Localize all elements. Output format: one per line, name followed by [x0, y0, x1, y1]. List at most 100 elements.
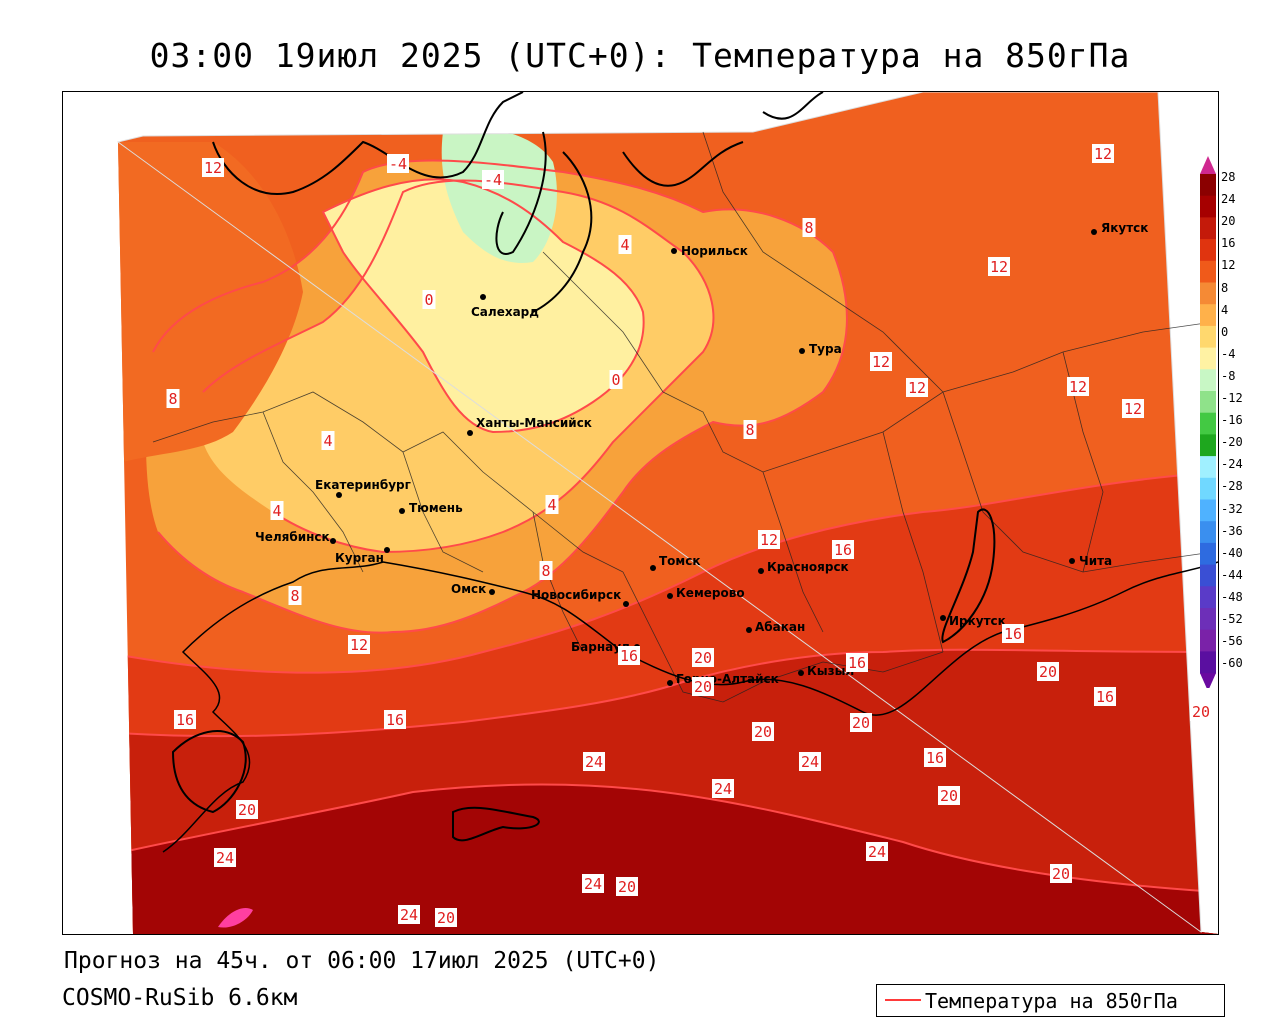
svg-text:Кызыл: Кызыл — [807, 664, 854, 678]
svg-text:Омск: Омск — [451, 582, 486, 596]
colorbar-swatch — [1200, 217, 1216, 240]
domain-edge — [116, 92, 1202, 934]
svg-text:Тюмень: Тюмень — [409, 501, 463, 515]
city-chelyabinsk[interactable]: Челябинск — [255, 530, 336, 544]
isotherm-value-label: 12 — [202, 158, 224, 177]
coastline — [212, 92, 824, 313]
isotherm-value-label: 16 — [846, 653, 868, 672]
isotherm-value-label: 20 — [938, 786, 960, 805]
colorbar-tick-label: -4 — [1221, 346, 1236, 361]
colorbar-swatch — [1200, 499, 1216, 522]
isotherm-value-label: 16 — [174, 710, 196, 729]
city-abakan[interactable]: Абакан — [746, 620, 805, 634]
colorbar-tick-label: -32 — [1221, 501, 1243, 516]
svg-text:16: 16 — [1004, 625, 1022, 643]
isotherm-value-label: 4 — [321, 431, 335, 450]
city-kurgan[interactable]: Курган — [335, 547, 390, 565]
isotherm-value-label: 16 — [384, 710, 406, 729]
isotherm-value-label: 12 — [758, 530, 780, 549]
city-norilsk[interactable]: Норильск — [671, 244, 748, 258]
city-yakutsk[interactable]: Якутск — [1091, 221, 1148, 235]
svg-text:20: 20 — [754, 723, 772, 741]
colorbar-swatch — [1200, 195, 1216, 218]
city-omsk[interactable]: Омск — [451, 582, 495, 596]
isotherm-value-label: 16 — [832, 540, 854, 559]
colorbar-swatch — [1200, 174, 1216, 197]
city-khanty-mansiysk[interactable]: Ханты-Мансийск — [467, 416, 592, 436]
colorbar-top-arrow — [1200, 156, 1216, 174]
svg-text:Новосибирск: Новосибирск — [531, 588, 621, 602]
isotherm-value-label: 12 — [348, 635, 370, 654]
city-kemerovo[interactable]: Кемерово — [667, 586, 745, 600]
isotherm-value-label: 20 — [692, 677, 714, 696]
city-ekaterinburg[interactable]: Екатеринбург — [315, 478, 411, 498]
svg-text:Кемерово: Кемерово — [676, 586, 745, 600]
isotherm-value-label: 8 — [166, 389, 180, 408]
isotherm-value-label: 20 — [236, 800, 258, 819]
svg-text:16: 16 — [1096, 688, 1114, 706]
isotherm-value-label: 12 — [1092, 144, 1114, 163]
city-chita[interactable]: Чита — [1069, 554, 1112, 568]
svg-text:24: 24 — [714, 780, 732, 798]
colorbar-swatch — [1200, 542, 1216, 566]
colorbar-swatch — [1200, 369, 1216, 392]
temperature-field — [118, 92, 1218, 934]
isotherm-value-label: 0 — [422, 290, 436, 309]
svg-text:Норильск: Норильск — [681, 244, 748, 258]
colorbar-tick-label: 12 — [1221, 258, 1236, 273]
svg-text:Челябинск: Челябинск — [255, 530, 330, 544]
svg-text:16: 16 — [834, 541, 852, 559]
colorbar-tick-label: -52 — [1221, 612, 1243, 626]
isotherm-value-label: -4 — [482, 170, 504, 189]
colorbar-tick-label: 8 — [1221, 280, 1229, 295]
isotherm-value-label: 20 — [850, 713, 872, 732]
colorbar-swatch — [1200, 282, 1216, 305]
svg-text:Якутск: Якутск — [1101, 221, 1148, 235]
svg-text:20: 20 — [694, 678, 712, 696]
isotherm-value-label: 12 — [1067, 377, 1089, 396]
city-irkutsk[interactable]: Иркутск — [940, 614, 1006, 628]
colorbar-swatch — [1200, 325, 1216, 349]
colorbar-swatch — [1200, 239, 1216, 262]
isotherm-value-label: 12 — [870, 352, 892, 371]
city-gorno-altaysk[interactable]: Горно-Алтайск — [667, 672, 779, 686]
city-tura[interactable]: Тура — [799, 342, 842, 356]
colorbar-swatch — [1200, 651, 1216, 674]
colorbar-swatch — [1200, 347, 1216, 370]
svg-text:-4: -4 — [389, 155, 407, 173]
isotherm-value-label: 24 — [214, 848, 236, 867]
city-salekhard[interactable]: Салехард — [471, 294, 539, 319]
temperature-map: Норильск Якутск Салехард Тура Ханты-Манс… — [62, 91, 1219, 935]
field-24c — [123, 784, 1218, 934]
field-west — [118, 142, 303, 462]
svg-text:12: 12 — [1069, 378, 1087, 396]
svg-text:12: 12 — [1124, 400, 1142, 418]
svg-text:0: 0 — [424, 291, 433, 309]
svg-text:12: 12 — [204, 159, 222, 177]
svg-text:Курган: Курган — [335, 551, 384, 565]
svg-text:20: 20 — [238, 801, 256, 819]
colorbar-swatch — [1200, 629, 1216, 652]
svg-text:16: 16 — [176, 711, 194, 729]
svg-text:Барнаул: Барнаул — [571, 640, 630, 654]
colorbar-tick-label: -16 — [1221, 413, 1243, 428]
svg-text:0: 0 — [611, 371, 620, 389]
colorbar-tick-label: 4 — [1221, 302, 1229, 317]
colorbar-swatch — [1200, 521, 1216, 544]
field-28c-patch — [218, 907, 253, 928]
city-tyumen[interactable]: Тюмень — [399, 501, 463, 515]
colorbar-swatch — [1200, 391, 1216, 414]
isotherm-value-label: 20 — [752, 722, 774, 741]
city-krasnoyarsk[interactable]: Красноярск — [758, 560, 849, 574]
svg-text:16: 16 — [386, 711, 404, 729]
city-kyzyl[interactable]: Кызыл — [798, 664, 854, 678]
isotherm-value-label: 24 — [398, 905, 420, 924]
svg-text:12: 12 — [350, 636, 368, 654]
city-tomsk[interactable]: Томск — [650, 554, 701, 571]
legend-line-swatch — [885, 999, 921, 1001]
colorbar-tick-label: -24 — [1221, 457, 1243, 472]
isotherm-value-label: 12 — [988, 257, 1010, 276]
city-novosibirsk[interactable]: Новосибирск — [531, 588, 629, 607]
svg-text:20: 20 — [437, 909, 455, 927]
svg-text:Чита: Чита — [1079, 554, 1112, 568]
